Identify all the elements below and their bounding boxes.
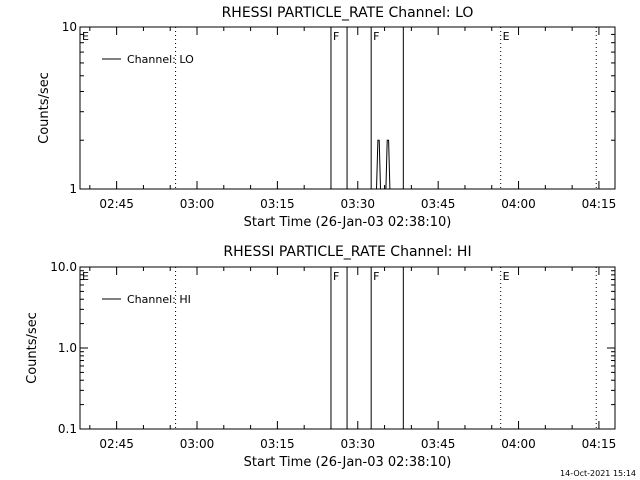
x-axis-label: Start Time (26-Jan-03 02:38:10) (244, 215, 452, 230)
event-marker-label: E (82, 270, 89, 283)
footer-timestamp: 14-Oct-2021 15:14 (560, 469, 636, 478)
x-tick-label: 04:00 (501, 197, 536, 211)
panel-hi: RHESSI PARTICLE_RATE Channel: HI E F F E 0.1 1… (25, 244, 616, 470)
x-tick-label: 03:30 (340, 437, 375, 451)
event-marker-label: F (373, 270, 379, 283)
event-marker-label: E (82, 30, 89, 43)
x-axis-label: Start Time (26-Jan-03 02:38:10) (244, 455, 452, 470)
y-axis-label: Counts/sec (37, 72, 52, 144)
y-tick-label: 1 (69, 182, 77, 196)
chart-title: RHESSI PARTICLE_RATE Channel: LO (222, 5, 474, 21)
x-tick-label: 03:00 (180, 197, 215, 211)
x-tick-label: 03:15 (260, 197, 295, 211)
event-marker-label: F (333, 270, 339, 283)
x-tick-label: 04:00 (501, 437, 536, 451)
x-tick-label: 03:30 (340, 197, 375, 211)
y-tick-label: 10 (62, 20, 77, 34)
y-tick-label: 1.0 (58, 341, 77, 355)
event-marker-label: E (503, 30, 510, 43)
x-tick-label: 03:45 (421, 197, 456, 211)
x-tick-label: 02:45 (99, 197, 134, 211)
legend-label: Channel: HI (127, 293, 191, 306)
x-tick-label: 03:00 (180, 437, 215, 451)
y-tick-label: 10.0 (50, 260, 77, 274)
event-marker-label: E (503, 270, 510, 283)
event-marker-label: F (373, 30, 379, 43)
x-tick-label: 04:15 (582, 197, 617, 211)
x-tick-label: 03:15 (260, 437, 295, 451)
panel-lo: RHESSI PARTICLE_RATE Channel: LO E F F E 1 10 0… (37, 5, 616, 230)
plot-frame (79, 26, 616, 190)
event-marker-label: F (333, 30, 339, 43)
x-tick-label: 04:15 (582, 437, 617, 451)
x-tick-label: 03:45 (421, 437, 456, 451)
y-tick-label: 0.1 (58, 422, 77, 436)
chart-title: RHESSI PARTICLE_RATE Channel: HI (223, 244, 471, 260)
y-axis-label: Counts/sec (25, 312, 40, 384)
data-series-line (374, 139, 392, 190)
x-tick-label: 02:45 (99, 437, 134, 451)
legend-label: Channel: LO (127, 53, 194, 66)
